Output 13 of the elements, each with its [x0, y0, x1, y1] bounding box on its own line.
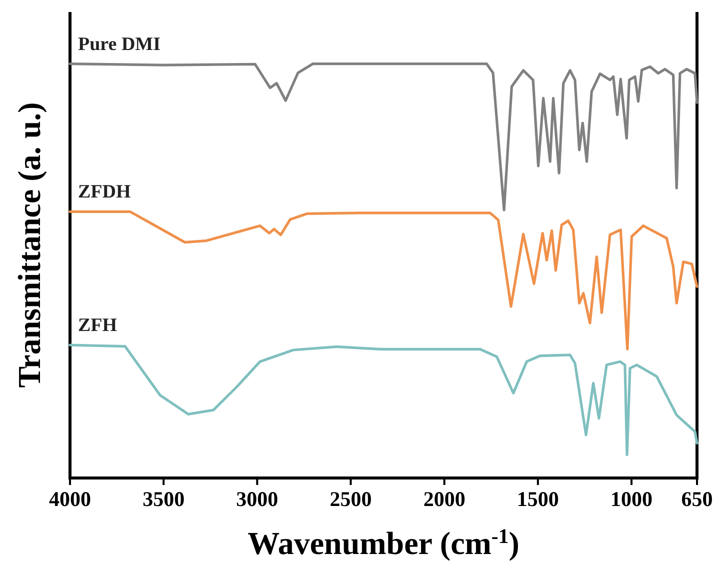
x-tick-label: 3000	[236, 487, 278, 511]
x-tick-label: 650	[681, 487, 713, 511]
series-label: ZFDH	[78, 182, 131, 203]
y-axis-title: Transmittance (a. u.)	[11, 102, 47, 388]
x-tick-label: 2500	[330, 487, 372, 511]
x-tick-label: 1000	[610, 487, 652, 511]
x-axis-title: Wavenumber (cm$^{-1}$)	[248, 524, 520, 561]
x-tick-label: 3500	[142, 487, 185, 511]
series-label: ZFH	[78, 315, 118, 336]
x-tick-label: 4000	[49, 487, 91, 511]
series-label: Pure DMI	[78, 34, 160, 55]
x-tick-label: 1500	[516, 487, 559, 511]
x-tick-label: 2000	[423, 487, 466, 511]
